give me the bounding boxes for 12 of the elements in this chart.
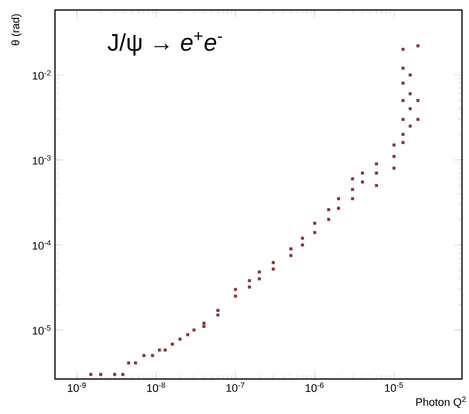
x-tick-label: 10$^{-5}$ xyxy=(385,382,403,392)
annotation: J/ψ → e$^{+}$e$^{-}$ xyxy=(108,32,222,56)
y-tick-label: 10$^{-4}$ xyxy=(32,240,51,250)
y-tick-label: 10$^{-3}$ xyxy=(32,155,51,165)
x-tick-label: 10$^{-6}$ xyxy=(306,382,324,392)
x-axis-title: Photon Q$^{2}$ xyxy=(416,396,466,408)
x-tick-label: 10$^{-9}$ xyxy=(68,382,86,392)
y-axis-title: θ (rad) xyxy=(11,14,22,46)
x-tick-label: 10$^{-8}$ xyxy=(147,382,166,392)
y-tick-label: 10$^{-5}$ xyxy=(32,325,51,335)
x-tick-label: 10$^{-7}$ xyxy=(226,382,244,392)
y-tick-label: 10$^{-2}$ xyxy=(32,70,51,80)
